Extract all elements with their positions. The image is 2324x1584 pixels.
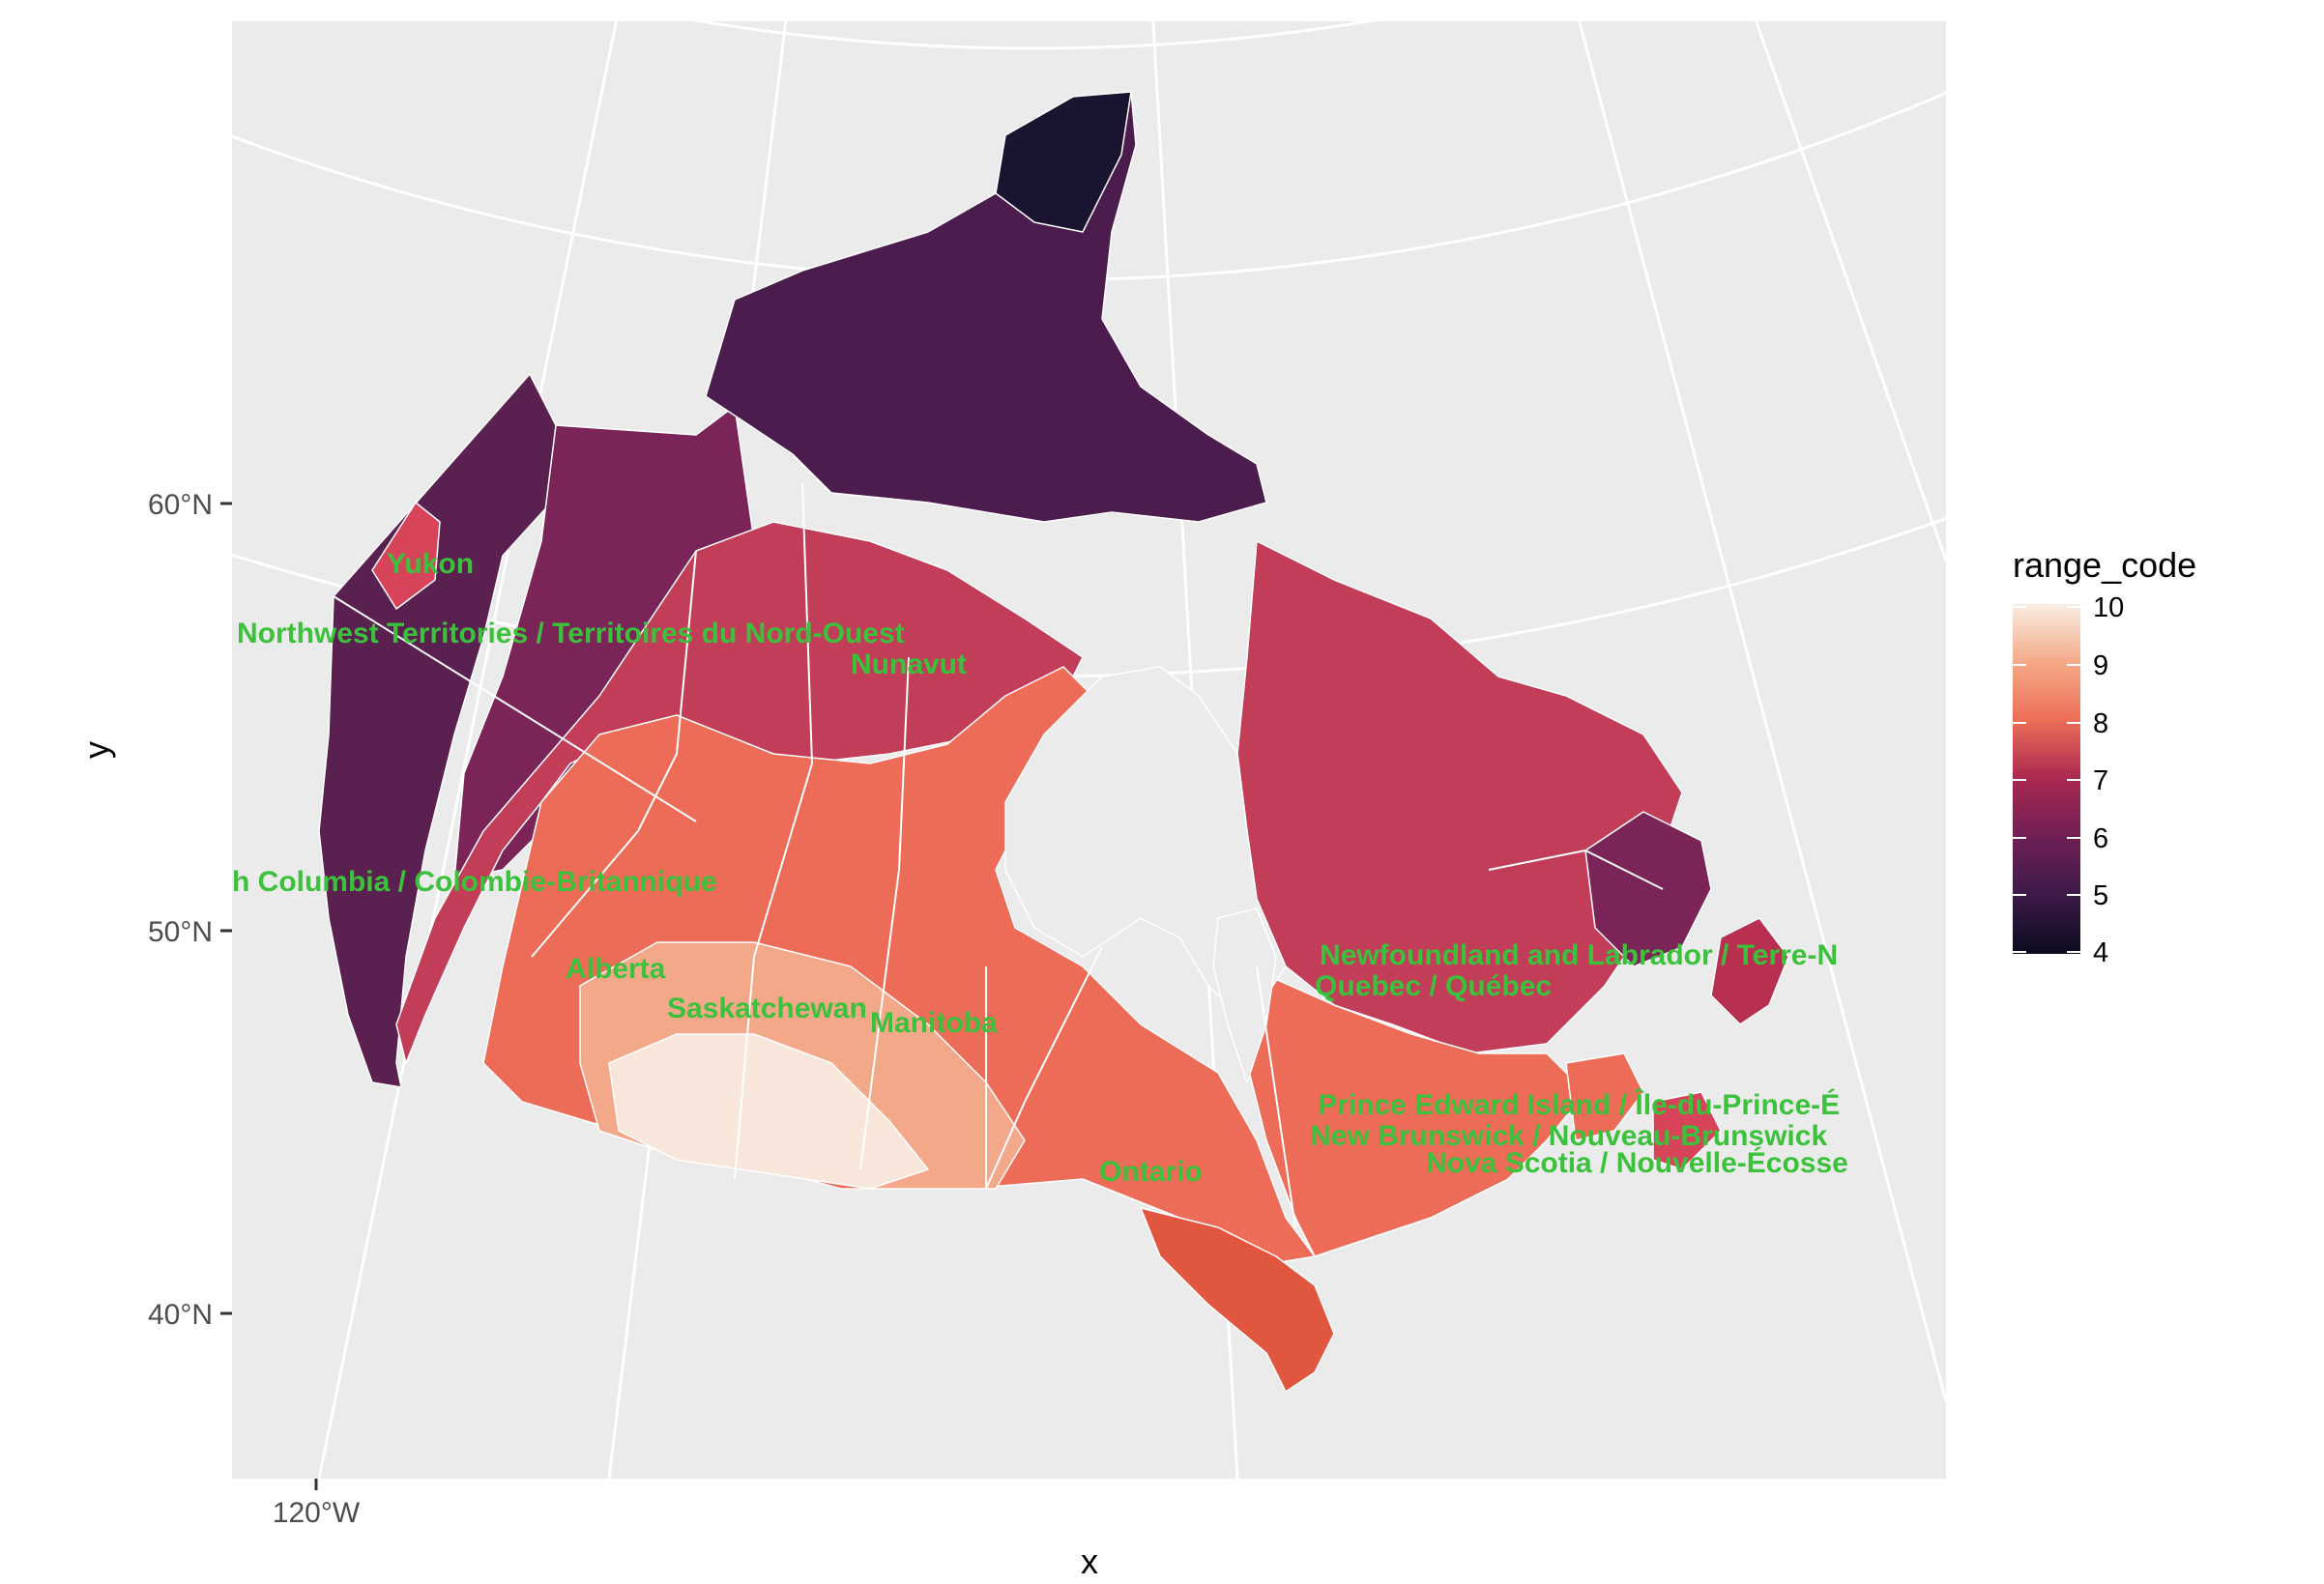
region-maritimes — [1565, 1052, 1644, 1141]
legend: range_code 10 9 8 7 6 5 4 — [2013, 545, 2196, 968]
legend-tick-10: 10 — [2093, 592, 2124, 623]
region-yukon-warm — [371, 502, 441, 610]
legend-ticks — [2013, 606, 2080, 953]
label-quebec: Quebec / Québec — [1315, 970, 1552, 1002]
label-nunavut: Nunavut — [851, 648, 967, 680]
label-ontario: Ontario — [1099, 1156, 1203, 1188]
y-axis: 60°N 50°N 40°N — [148, 489, 232, 1331]
label-manitoba: Manitoba — [870, 1007, 998, 1039]
region-east-orange — [1246, 965, 1586, 1257]
label-pei: Prince Edward Island / Île-du-Prince-É — [1318, 1088, 1840, 1121]
label-newfoundland: Newfoundland and Labrador / Terre-N — [1320, 939, 1838, 971]
x-axis: 120°W — [273, 1479, 361, 1529]
legend-tick-5: 5 — [2093, 880, 2108, 911]
x-axis-title: x — [1081, 1541, 1098, 1581]
region-arctic-far-north — [995, 91, 1132, 233]
legend-tick-4: 4 — [2093, 937, 2108, 968]
label-alberta: Alberta — [566, 953, 666, 985]
canada-map — [318, 91, 1789, 1393]
legend-tick-7: 7 — [2093, 765, 2108, 796]
y-axis-title: y — [76, 741, 116, 759]
label-new-brunswick: New Brunswick / Nouveau-Brunswick — [1310, 1120, 1827, 1152]
label-nwt: Northwest Territories / Territoires du N… — [237, 618, 905, 649]
region-nova-scotia — [1652, 1091, 1722, 1170]
legend-title: range_code — [2013, 545, 2196, 585]
province-labels: Yukon Northwest Territories / Territoire… — [232, 548, 1848, 1188]
label-yukon: Yukon — [387, 548, 474, 580]
region-prairie-light — [608, 1033, 929, 1190]
legend-tick-9: 9 — [2093, 650, 2108, 681]
label-nova-scotia: Nova Scotia / Nouvelle-Écosse — [1426, 1146, 1848, 1179]
x-tick-120w: 120°W — [273, 1497, 361, 1529]
region-labrador-coast — [1584, 811, 1712, 967]
y-tick-60n: 60°N — [148, 489, 213, 521]
province-boundaries — [333, 482, 1664, 1228]
region-southern-ontario — [1140, 1207, 1335, 1393]
y-tick-50n: 50°N — [148, 916, 213, 948]
label-saskatchewan: Saskatchewan — [667, 993, 867, 1024]
james-bay — [1212, 907, 1277, 1083]
region-newfoundland — [1710, 917, 1789, 1025]
label-bc: h Columbia / Colombie-Britannique — [232, 866, 717, 898]
y-tick-40n: 40°N — [148, 1299, 213, 1331]
legend-tick-6: 6 — [2093, 823, 2108, 854]
legend-tick-8: 8 — [2093, 708, 2108, 739]
